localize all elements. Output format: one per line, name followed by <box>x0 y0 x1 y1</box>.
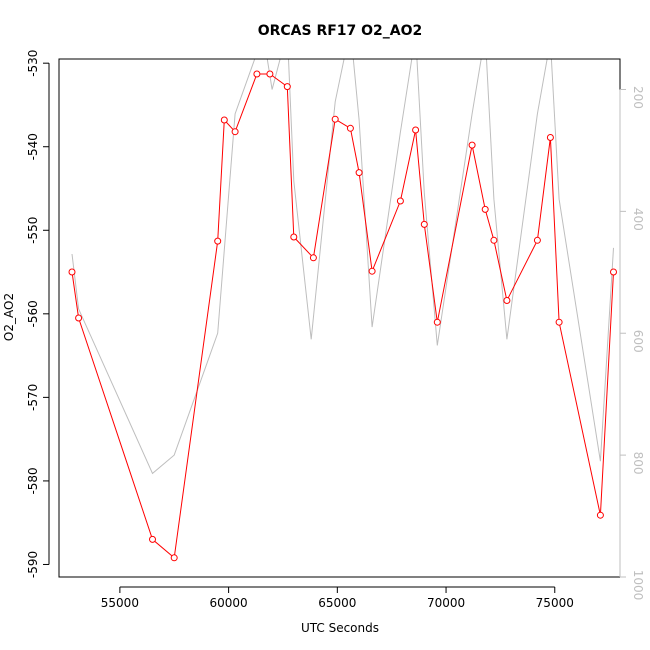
series-1-line <box>71 59 614 475</box>
series-0-point <box>214 237 222 245</box>
series-0-point <box>412 126 420 134</box>
series-0-point <box>309 254 317 262</box>
x-tick-label: 55000 <box>101 596 139 610</box>
y-tick-label: -590 <box>26 551 40 578</box>
series-0-point <box>220 116 228 124</box>
x-tick-label: 70000 <box>427 596 465 610</box>
x-tick-label: 60000 <box>210 596 248 610</box>
series-0-point <box>546 134 554 141</box>
series-0-point <box>290 233 298 241</box>
series-0-point <box>433 318 441 326</box>
series-0-point <box>149 535 156 543</box>
y2-tick-label: 200 <box>631 86 645 109</box>
series-0-point <box>420 220 428 228</box>
y-tick-label: -570 <box>26 384 40 411</box>
x-tick-label: 75000 <box>536 596 574 610</box>
series-0-point <box>490 236 498 244</box>
series-0-point <box>253 70 261 78</box>
y-tick-label: -580 <box>26 467 40 494</box>
series-0-point <box>596 511 604 519</box>
series-0-point <box>610 268 617 276</box>
series-0-point <box>481 205 489 213</box>
series-0-point <box>68 268 76 276</box>
plot-area <box>58 58 621 578</box>
y-tick-label: -550 <box>26 217 40 244</box>
series-0-point <box>533 236 541 244</box>
series-0 <box>68 70 617 562</box>
y2-tick-label: 400 <box>631 208 645 231</box>
y-tick-label: -530 <box>26 50 40 77</box>
x-axis-title: UTC Seconds <box>301 621 379 635</box>
series-0-point <box>368 267 376 275</box>
y2-tick-label: 600 <box>631 330 645 353</box>
series-0-point <box>170 554 178 562</box>
series-0-point <box>283 83 291 91</box>
y2-tick-label: 800 <box>631 452 645 475</box>
axes-layer: 55000 60000 65000 70000 75000 -590 -580 -570 -56… <box>26 50 645 610</box>
y2-tick-label: 1000 <box>631 570 645 601</box>
series-0-point <box>346 124 354 132</box>
series-0-point <box>555 318 563 326</box>
x-tick-label: 65000 <box>318 596 356 610</box>
y-tick-label: -540 <box>26 133 40 160</box>
series-layer <box>68 59 617 562</box>
series-0-point <box>75 314 83 322</box>
y-tick-label: -560 <box>26 300 40 327</box>
series-0-point <box>503 297 511 304</box>
series-0-point <box>231 128 239 136</box>
chart-title: ORCAS RF17 O2_AO2 <box>258 23 423 39</box>
series-0-point <box>355 169 363 177</box>
series-0-line <box>71 73 614 559</box>
series-0-point <box>468 141 476 149</box>
series-1 <box>71 59 614 475</box>
y-axis-title: O2_AO2 <box>2 293 16 341</box>
series-0-point <box>266 70 274 78</box>
series-0-point <box>331 115 339 123</box>
series-0-point <box>396 197 404 205</box>
